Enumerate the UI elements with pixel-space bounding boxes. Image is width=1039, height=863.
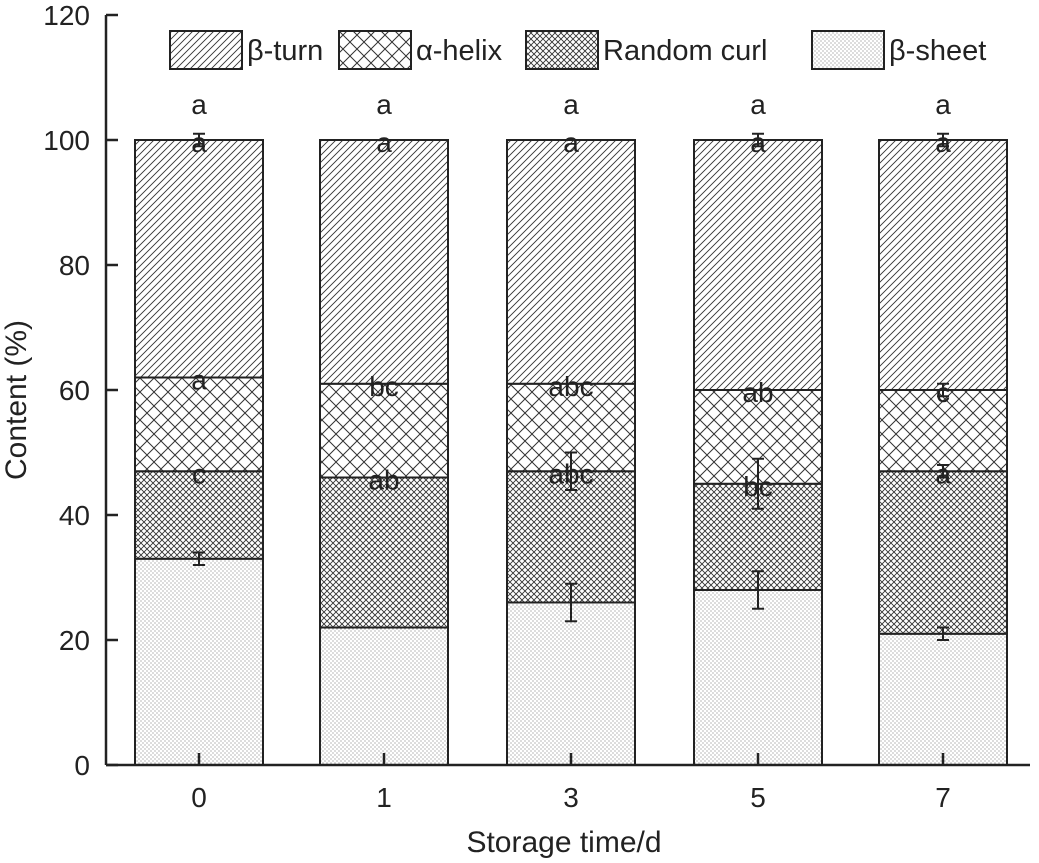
legend-swatch — [338, 30, 412, 70]
bar-segment — [134, 557, 264, 766]
x-tick-label: 7 — [935, 782, 951, 813]
significance-label: c — [192, 458, 206, 489]
significance-label: a — [191, 365, 207, 396]
x-tick-label: 0 — [191, 782, 207, 813]
significance-label: a — [191, 127, 207, 158]
x-tick-label: 5 — [750, 782, 766, 813]
legend-swatch — [525, 30, 599, 70]
significance-label: c — [936, 377, 950, 408]
bar-group-3: abc abc aa — [506, 89, 636, 766]
bar-segment — [693, 139, 823, 391]
y-tick-label: 80 — [59, 250, 90, 281]
bar-segment — [878, 389, 1008, 473]
y-tick-label: 120 — [43, 0, 90, 31]
significance-label: abc — [548, 458, 593, 489]
legend-swatch — [811, 30, 885, 70]
bar-segment — [319, 626, 449, 766]
y-tick-label: 40 — [59, 500, 90, 531]
legend-label: Random curl — [603, 35, 767, 67]
axes-layer: 0 20 40 60 80 100 120 0 1 3 5 7 — [43, 0, 1030, 813]
significance-label: abc — [548, 371, 593, 402]
legend-label: β-turn — [247, 35, 323, 67]
y-axis-title: Content (%) — [0, 320, 33, 480]
bar-segment — [134, 376, 264, 473]
y-tick-label: 20 — [59, 625, 90, 656]
y-tick-label: 100 — [43, 125, 90, 156]
significance-label: ab — [368, 465, 399, 496]
bar-segment — [878, 632, 1008, 766]
significance-label: a — [750, 127, 766, 158]
x-axis-title: Storage time/d — [466, 826, 661, 859]
significance-label: a — [935, 458, 951, 489]
bar-segment — [878, 139, 1008, 391]
legend-label: β-sheet — [889, 35, 986, 67]
top-significance-label: a — [750, 89, 766, 120]
y-tick-label: 0 — [74, 750, 90, 781]
bar-segment — [506, 601, 636, 766]
significance-label: a — [563, 127, 579, 158]
bar-segment — [134, 470, 264, 560]
bar-segment — [878, 470, 1008, 635]
bar-group-1: ab bc aa — [319, 89, 449, 766]
significance-label: ab — [742, 377, 773, 408]
legend: β-turn α-helix Random curl β-sheet — [169, 30, 986, 70]
x-tick-label: 1 — [376, 782, 392, 813]
top-significance-label: a — [191, 89, 207, 120]
top-significance-label: a — [563, 89, 579, 120]
significance-label: bc — [743, 471, 773, 502]
legend-swatch — [169, 30, 243, 70]
bar-group-5: bc ab aa — [693, 89, 823, 766]
y-tick-label: 60 — [59, 375, 90, 406]
top-significance-label: a — [376, 89, 392, 120]
bar-segment — [319, 382, 449, 479]
x-tick-label: 3 — [563, 782, 579, 813]
bar-segment — [319, 139, 449, 385]
significance-label: bc — [369, 371, 399, 402]
significance-label: a — [376, 127, 392, 158]
bar-segment — [134, 139, 264, 379]
bar-segment — [693, 589, 823, 766]
legend-label: α-helix — [416, 35, 503, 67]
bar-segment — [506, 139, 636, 385]
bar-segment — [319, 476, 449, 629]
significance-label: a — [935, 127, 951, 158]
top-significance-label: a — [935, 89, 951, 120]
